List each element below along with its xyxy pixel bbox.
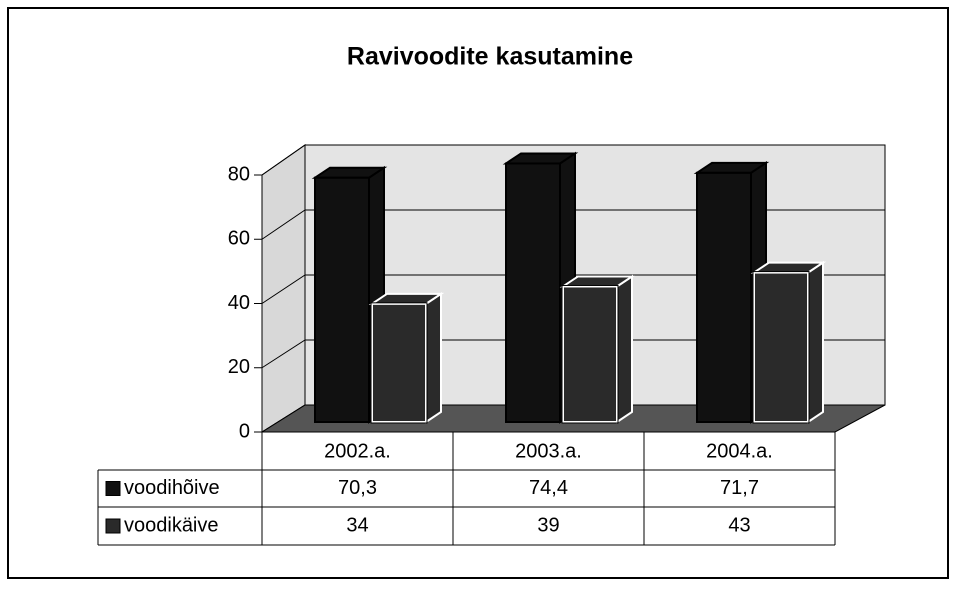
bar-face: [616, 274, 633, 424]
chart-title: Ravivoodite kasutamine: [347, 43, 633, 71]
grid-line: [261, 209, 885, 240]
table-value: 34: [346, 514, 368, 536]
x-tick-label: 2002.a.: [324, 440, 391, 462]
legend-key: [105, 518, 121, 534]
y-tick-label: 40: [228, 292, 250, 314]
bar-face: [696, 171, 752, 423]
bar-face: [314, 176, 370, 423]
bar: [750, 260, 827, 424]
bar-face: [807, 260, 824, 424]
y-tick-label: 60: [228, 228, 250, 250]
x-tick-label: 2004.a.: [706, 440, 773, 462]
bar-face: [561, 284, 619, 424]
grid-line: [261, 274, 885, 304]
bar-face: [505, 162, 561, 424]
y-tick-label: 20: [228, 356, 250, 378]
table-value: 71,7: [720, 477, 759, 499]
legend-label: voodihõive: [124, 477, 220, 499]
legend-key: [105, 481, 121, 496]
side-wall: [261, 144, 306, 433]
bar-face: [425, 291, 442, 424]
grid-line: [261, 144, 885, 176]
legend-label: voodikäive: [124, 514, 219, 536]
bar-face: [370, 302, 428, 424]
y-tick-label: 0: [239, 420, 250, 442]
x-tick-label: 2003.a.: [515, 440, 582, 462]
bar: [559, 274, 636, 424]
grid-line: [261, 339, 885, 369]
grid-line: [261, 404, 885, 433]
bar-face: [753, 271, 809, 424]
bar-face: [371, 302, 427, 424]
bar-face: [562, 285, 618, 423]
bar: [368, 291, 445, 424]
table-value: 43: [728, 514, 750, 536]
table-value: 74,4: [529, 477, 568, 499]
bar-face: [752, 271, 810, 424]
table-value: 39: [537, 514, 559, 536]
table-value: 70,3: [338, 477, 377, 499]
y-tick-label: 80: [228, 163, 250, 185]
